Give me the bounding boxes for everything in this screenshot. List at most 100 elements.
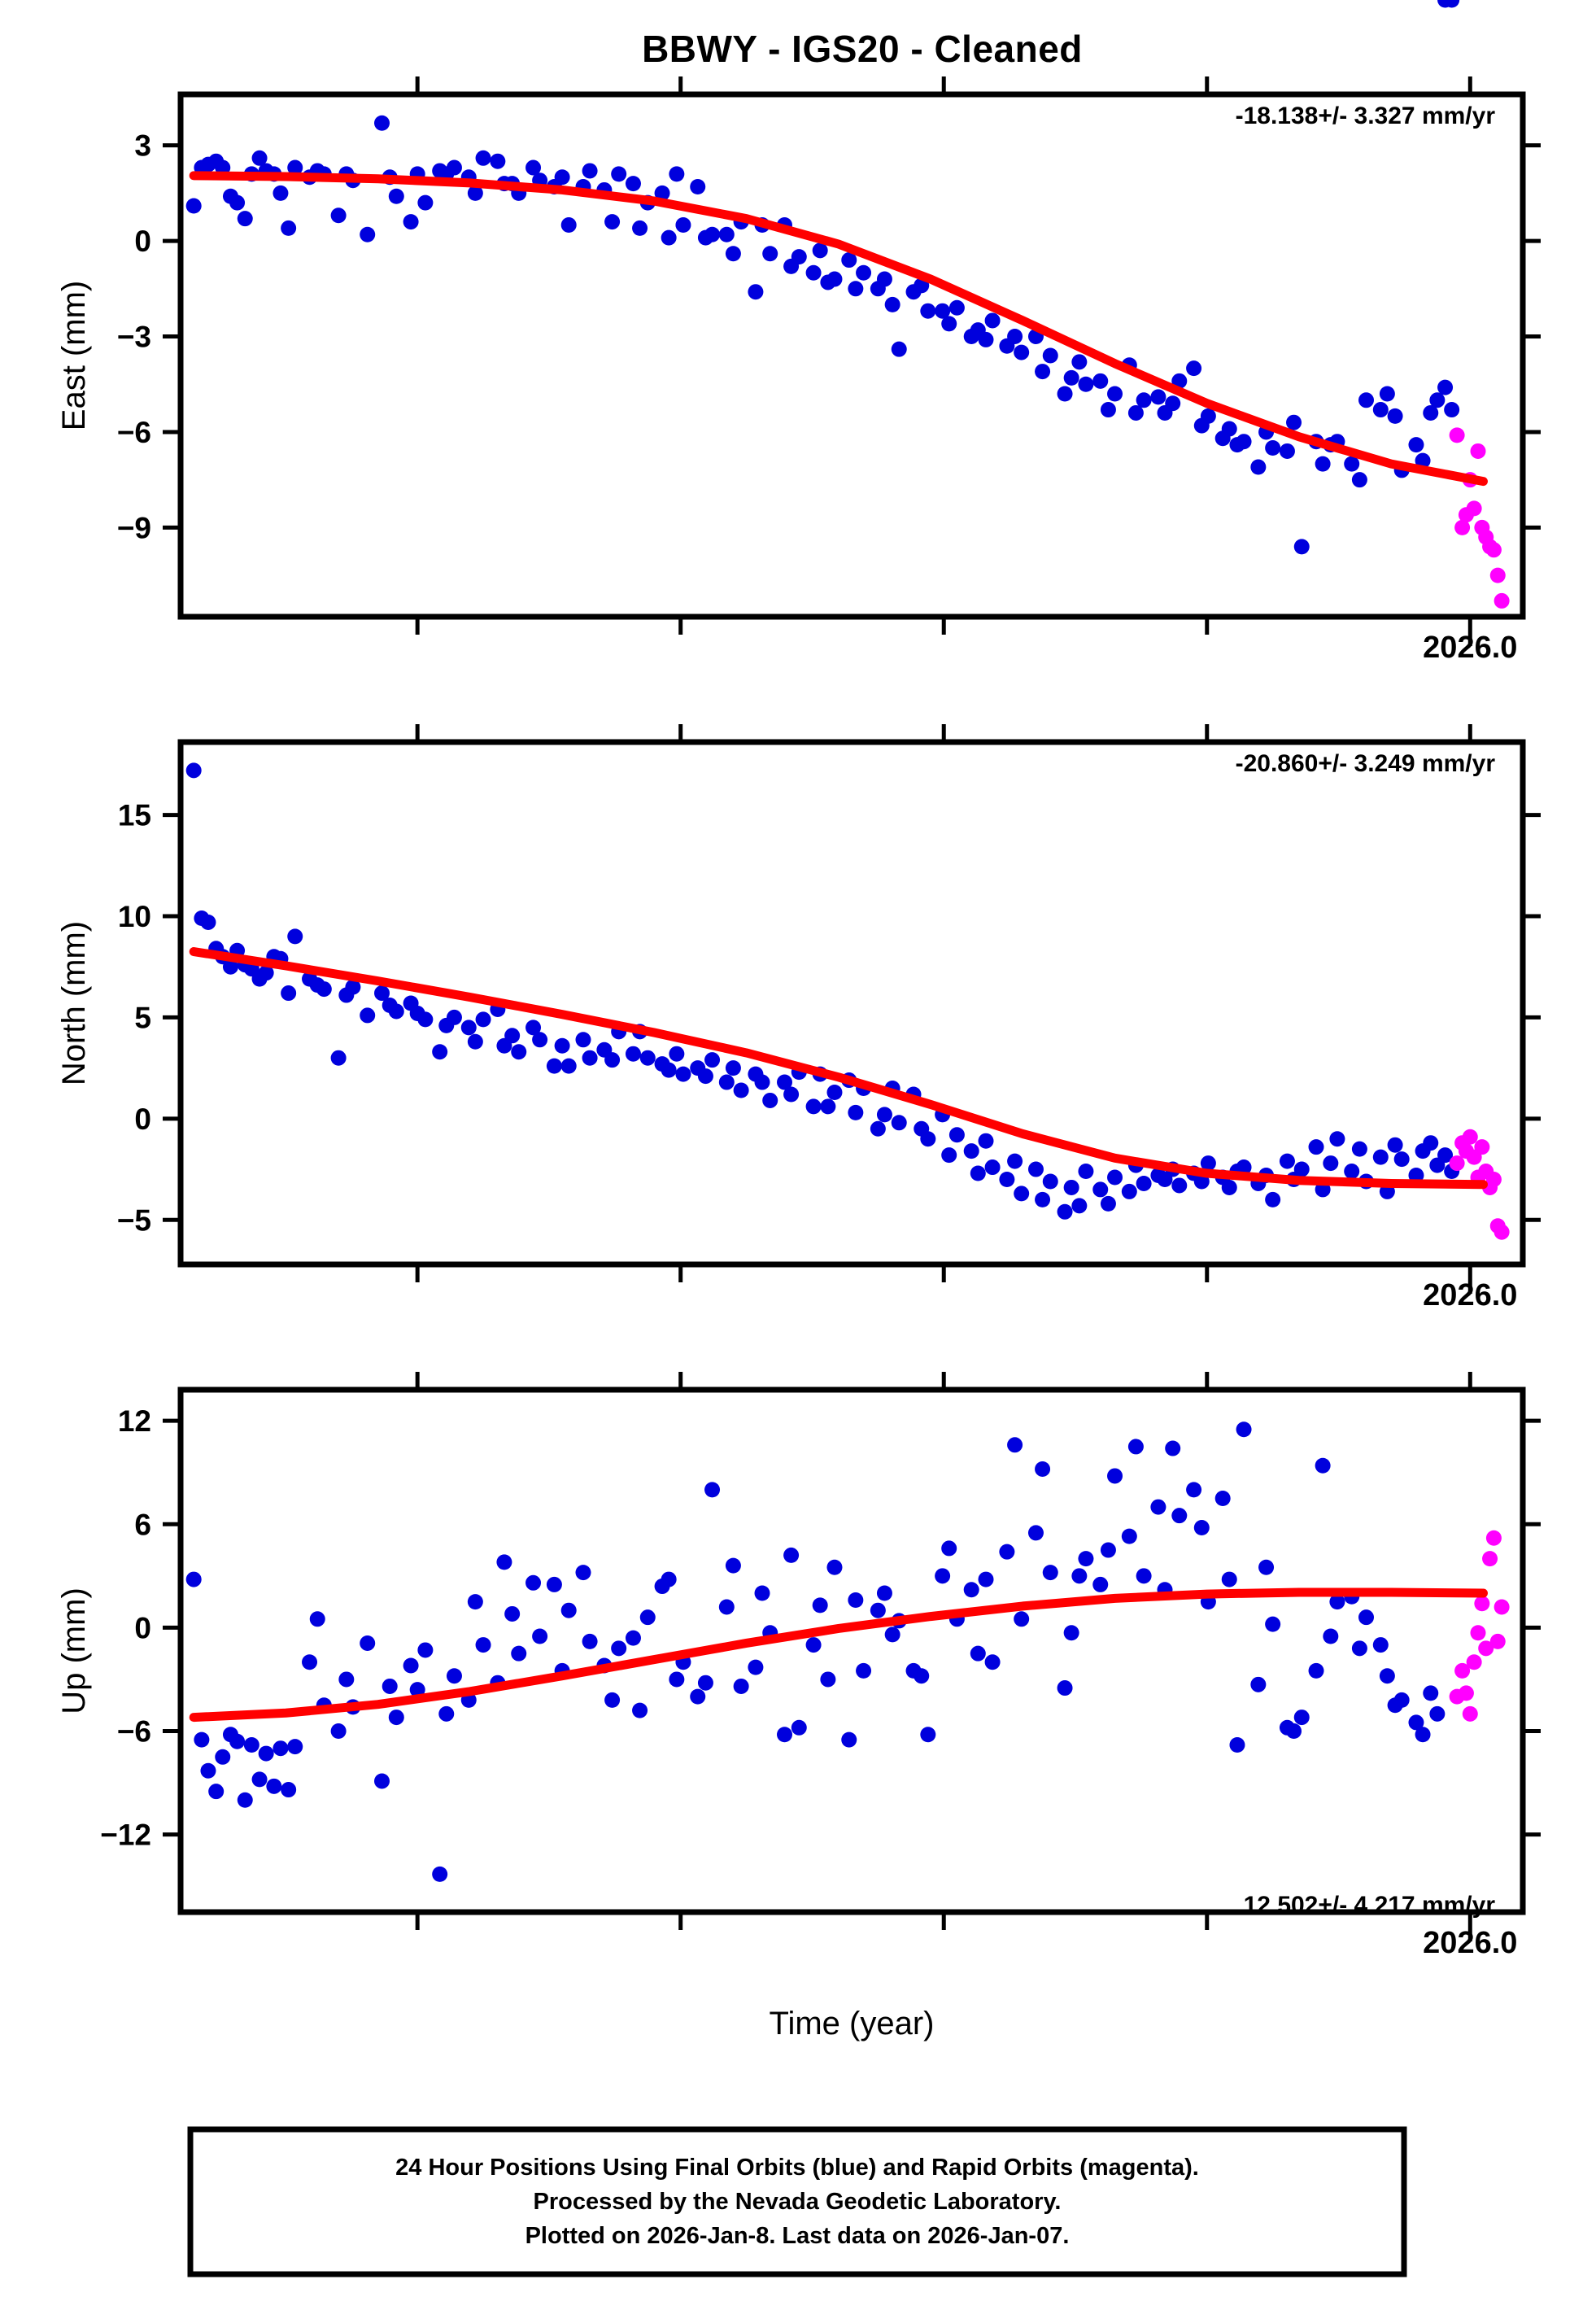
- east-data-point: [826, 271, 843, 287]
- east-data-point: [229, 194, 246, 211]
- up-data-point: [237, 1792, 253, 1808]
- north-data-point: [704, 1052, 721, 1068]
- north-data-point: [948, 1127, 965, 1143]
- north-data-point: [1063, 1179, 1079, 1195]
- north-data-point: [281, 985, 297, 1002]
- east-data-point: [690, 179, 706, 195]
- north-y-tick-label: 10: [118, 900, 151, 933]
- up-data-point: [970, 1645, 986, 1662]
- north-data-point: [1351, 1141, 1367, 1157]
- east-data-point: [1466, 500, 1482, 517]
- east-data-point: [848, 281, 864, 297]
- up-data-point: [884, 1627, 900, 1643]
- up-data-point: [1454, 1662, 1471, 1679]
- north-data-point: [1027, 1161, 1044, 1177]
- east-data-point: [1200, 408, 1216, 424]
- up-data-point: [309, 1611, 325, 1627]
- east-axis-label: East (mm): [56, 281, 92, 430]
- up-data-point: [697, 1675, 713, 1691]
- up-data-point: [1214, 1490, 1231, 1506]
- east-data-point: [1494, 592, 1510, 609]
- north-data-point: [1221, 1179, 1237, 1195]
- east-data-point: [1351, 472, 1367, 488]
- north-data-point: [783, 1086, 800, 1103]
- north-data-point: [777, 1074, 792, 1090]
- east-data-point: [1454, 519, 1471, 535]
- east-data-point: [251, 150, 268, 166]
- east-data-point: [582, 163, 598, 179]
- up-data-point: [1423, 1685, 1439, 1701]
- east-data-point: [1315, 456, 1331, 472]
- up-data-point: [1351, 1640, 1367, 1657]
- east-data-point: [611, 166, 627, 182]
- east-data-point: [1344, 456, 1360, 472]
- east-data-point: [1092, 373, 1109, 389]
- up-data-point: [1027, 1525, 1044, 1541]
- up-data-point: [525, 1574, 542, 1591]
- north-data-point: [1423, 1135, 1439, 1151]
- east-data-point: [525, 159, 542, 176]
- up-data-point: [532, 1628, 548, 1644]
- up-data-point: [920, 1727, 936, 1743]
- x-axis-label: Time (year): [770, 2006, 935, 2041]
- up-data-point: [1121, 1528, 1137, 1544]
- north-data-point: [1042, 1173, 1058, 1190]
- north-data-point: [1136, 1175, 1152, 1191]
- up-data-point: [504, 1605, 521, 1622]
- east-data-point: [805, 264, 822, 281]
- north-plot-frame: [177, 739, 1526, 1268]
- up-data-point: [625, 1630, 641, 1646]
- up-data-point: [978, 1571, 994, 1587]
- east-data-point: [560, 217, 577, 233]
- up-plot-frame: [177, 1386, 1526, 1915]
- north-data-point: [718, 1074, 735, 1090]
- up-data-point: [200, 1762, 216, 1779]
- north-data-point: [1121, 1183, 1137, 1199]
- up-data-point: [820, 1671, 836, 1688]
- east-data-point: [1423, 404, 1439, 421]
- up-data-point: [194, 1731, 210, 1748]
- east-data-point: [1057, 386, 1073, 402]
- east-data-point: [812, 242, 828, 259]
- up-data-point: [1171, 1508, 1188, 1524]
- north-data-point: [1107, 1169, 1123, 1186]
- up-data-point: [1308, 1662, 1324, 1679]
- east-data-point: [669, 166, 685, 182]
- east-data-point: [948, 299, 965, 316]
- north-data-point: [1485, 1171, 1502, 1187]
- north-x-major-label: 2026.0: [1423, 1278, 1517, 1312]
- north-data-point: [432, 1044, 448, 1060]
- north-y-tick-label: 0: [134, 1103, 151, 1136]
- north-data-point: [970, 1165, 986, 1181]
- north-data-point: [920, 1131, 936, 1147]
- north-data-point: [820, 1098, 836, 1115]
- up-data-point: [1042, 1565, 1058, 1581]
- up-data-point: [704, 1482, 721, 1498]
- east-data-point: [374, 115, 390, 131]
- east-data-point: [417, 194, 434, 211]
- east-data-point: [654, 185, 670, 201]
- north-data-point: [1078, 1164, 1094, 1180]
- north-data-point: [999, 1171, 1015, 1187]
- east-data-point: [1042, 347, 1058, 364]
- north-data-point: [374, 985, 390, 1002]
- up-data-point: [281, 1782, 297, 1798]
- up-data-point: [733, 1678, 749, 1694]
- up-data-point: [1470, 1625, 1486, 1641]
- east-plot-frame: [177, 91, 1526, 620]
- east-x-major-label: 2026.0: [1423, 631, 1517, 665]
- east-data-point: [1221, 421, 1237, 437]
- up-data-point: [748, 1659, 764, 1675]
- north-data-point: [1057, 1203, 1073, 1220]
- east-data-point: [1136, 392, 1152, 408]
- up-data-point: [1035, 1461, 1051, 1477]
- up-data-point: [669, 1671, 685, 1688]
- up-data-point: [1379, 1668, 1395, 1684]
- north-data-point: [504, 1028, 521, 1044]
- up-data-point: [185, 1571, 202, 1587]
- up-data-point: [984, 1654, 1001, 1670]
- east-rate-annotation: -18.138+/- 3.327 mm/yr: [1236, 103, 1496, 129]
- east-y-tick-label: 3: [134, 129, 151, 163]
- up-y-tick-label: 6: [134, 1508, 151, 1541]
- up-data-point: [1415, 1727, 1431, 1743]
